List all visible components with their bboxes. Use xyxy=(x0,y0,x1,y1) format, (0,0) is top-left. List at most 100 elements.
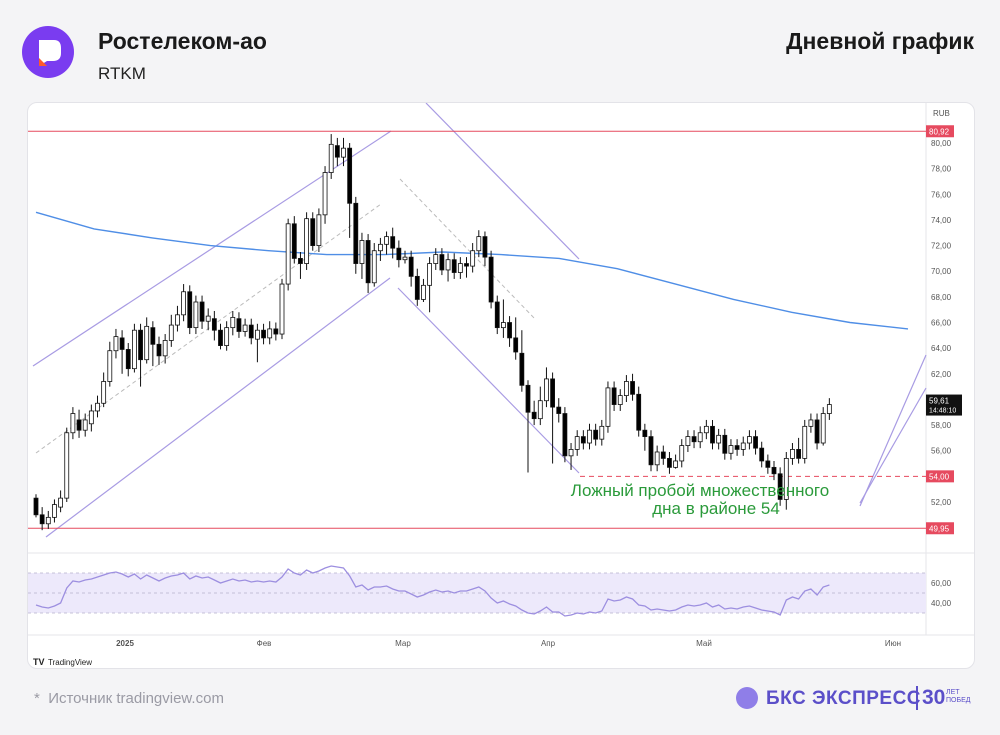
candle-body xyxy=(334,145,340,158)
candle-body xyxy=(341,147,346,158)
candle-body xyxy=(482,236,488,258)
candle-body xyxy=(187,291,193,329)
candle-body xyxy=(168,324,174,341)
candle xyxy=(500,299,506,338)
candle xyxy=(808,413,814,433)
candle xyxy=(525,380,531,473)
candle-body xyxy=(445,259,451,271)
candle xyxy=(611,381,617,411)
candle xyxy=(777,467,783,506)
candle xyxy=(218,323,223,350)
candle-body xyxy=(39,514,45,525)
candle-body xyxy=(218,329,223,346)
candle xyxy=(285,218,291,291)
candle xyxy=(248,318,254,345)
candle-body xyxy=(611,387,617,405)
candle-body xyxy=(101,381,107,404)
candle-body xyxy=(211,318,217,331)
candle xyxy=(624,375,629,402)
candle xyxy=(224,321,230,351)
candle xyxy=(322,166,328,224)
candle xyxy=(470,243,476,273)
rsi-panel: 60,00 40,00 xyxy=(28,565,952,617)
candle-body xyxy=(408,256,414,277)
candle xyxy=(796,437,801,464)
candle xyxy=(39,507,45,531)
candle xyxy=(562,407,568,463)
candle xyxy=(168,314,174,347)
candle-body xyxy=(285,223,291,285)
candle-body xyxy=(544,378,549,402)
x-tick-1: Фев xyxy=(257,639,272,648)
candle-body xyxy=(519,352,525,386)
annotation-line-1: Ложный пробой множественного xyxy=(571,481,829,500)
candle xyxy=(396,240,402,268)
candle-body xyxy=(667,457,672,468)
candle-body xyxy=(156,343,162,357)
candle-body xyxy=(562,413,568,457)
candle-body xyxy=(175,314,180,326)
candle-body xyxy=(377,243,383,252)
candle xyxy=(236,312,242,338)
candle xyxy=(156,336,162,365)
level-badge-0 xyxy=(926,125,954,138)
candle-body xyxy=(82,419,88,431)
candle xyxy=(33,494,39,518)
candle xyxy=(384,231,389,255)
candle xyxy=(513,317,519,360)
time-axis: 2025 Фев Мар Апр Май Июн xyxy=(116,639,901,648)
chart-kind-label: Дневной график xyxy=(786,28,974,54)
candle-body xyxy=(421,284,426,300)
candle-body xyxy=(617,395,623,405)
candle-body xyxy=(660,451,666,459)
candle xyxy=(101,372,107,408)
candle-body xyxy=(654,451,660,466)
candle xyxy=(427,257,433,313)
price-tick-4: 72,00 xyxy=(931,242,952,251)
instrument-title: Ростелеком-ао xyxy=(98,28,267,54)
candle-body xyxy=(236,318,242,332)
level-label-0: 80,92 xyxy=(929,127,950,136)
candle-body xyxy=(771,466,777,475)
brand-sub-1: ЛЕТ xyxy=(946,689,960,696)
candle xyxy=(574,430,580,456)
candle-body xyxy=(624,381,629,396)
candle-body xyxy=(132,329,137,370)
candle xyxy=(550,372,555,464)
candle xyxy=(254,323,260,363)
x-tick-0: 2025 xyxy=(116,639,134,648)
candle xyxy=(716,428,722,450)
candle-body xyxy=(556,406,562,414)
candle-body xyxy=(199,301,205,322)
level-badge-2 xyxy=(926,522,954,535)
candle xyxy=(734,439,740,456)
candle xyxy=(722,428,728,460)
candle xyxy=(291,216,297,264)
candle-body xyxy=(52,504,57,518)
candle xyxy=(482,231,488,267)
candle-body xyxy=(759,447,765,462)
candle-body xyxy=(33,497,39,516)
brand-separator xyxy=(916,686,918,710)
x-tick-3: Апр xyxy=(541,639,556,648)
candle-body xyxy=(636,393,642,431)
candle-body xyxy=(181,291,187,316)
candle xyxy=(593,423,599,446)
candle-body xyxy=(193,301,199,329)
candle-body xyxy=(734,445,740,450)
candle-body xyxy=(673,460,678,468)
candle xyxy=(82,413,88,437)
candle-body xyxy=(814,419,820,444)
candle xyxy=(617,389,623,411)
candle xyxy=(347,143,353,238)
candle-body xyxy=(328,143,334,173)
candle xyxy=(667,451,672,474)
candle xyxy=(328,134,334,179)
rostelecom-logo-mark xyxy=(39,40,61,66)
candle xyxy=(304,212,310,270)
candle-body xyxy=(113,336,119,352)
candle-body xyxy=(796,449,801,459)
candle xyxy=(654,445,660,472)
grid-layer xyxy=(28,103,974,636)
candle-body xyxy=(254,329,260,340)
